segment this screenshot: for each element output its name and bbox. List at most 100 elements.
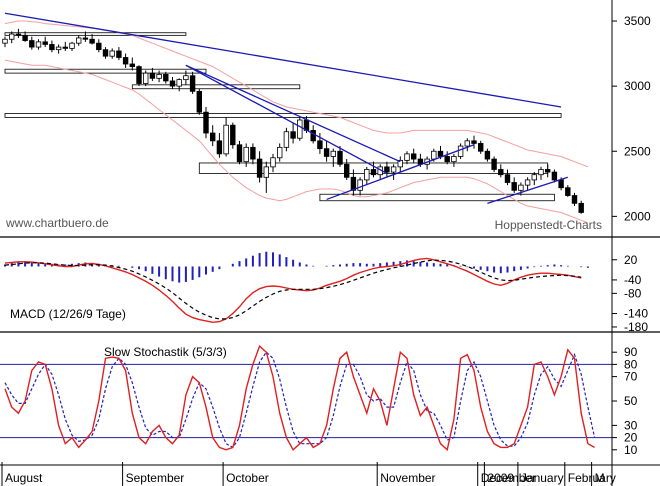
stochastic-axis-tick-label: 70 (624, 370, 638, 384)
source-watermark: www.chartbuero.de (5, 216, 109, 230)
candle-body (350, 176, 357, 191)
month-label: 2009 (487, 471, 514, 485)
price-panel: www.chartbuero.de Hoppenstedt-Charts (2, 12, 602, 232)
month-label: October (226, 471, 269, 485)
trend-line-3 (326, 144, 475, 201)
candle-body (89, 38, 95, 44)
support-zone-5 (319, 193, 555, 202)
candle-body (116, 50, 122, 58)
candle-body (29, 40, 35, 48)
candle-body (136, 66, 142, 84)
candle-body (256, 158, 263, 178)
candle-body (183, 75, 189, 81)
macd-panel: MACD (12/26/9 Tage) (4, 251, 589, 324)
candle-body (49, 44, 55, 51)
candle-body (390, 166, 397, 173)
candle-body (2, 38, 8, 44)
candle-body (437, 150, 444, 157)
candle-body (8, 33, 15, 40)
support-zone-0 (4, 32, 187, 36)
candle-body (323, 148, 330, 157)
macd-axis-tick-label: -40 (624, 273, 642, 287)
candle-body (578, 202, 584, 213)
month-label: September (126, 471, 185, 485)
candle-body (236, 144, 243, 163)
candle-body (464, 140, 470, 147)
trend-line-1 (185, 64, 388, 174)
support-zone-1 (4, 68, 207, 74)
macd-axis-tick-label: -140 (624, 307, 648, 321)
candle-body (484, 150, 491, 160)
candle-body (69, 42, 75, 49)
candle-body (250, 146, 256, 160)
month-label: December (481, 471, 536, 485)
candle-body (76, 37, 82, 44)
candle-body (511, 182, 517, 191)
stochastic-axis-tick-label: 90 (624, 345, 638, 359)
month-label: August (5, 471, 43, 485)
candle-body (498, 169, 504, 176)
candle-body (243, 146, 249, 163)
candle-body (504, 174, 511, 183)
stochastic-title: Slow Stochastik (5/3/3) (104, 345, 227, 359)
stochastic-panel: Slow Stochastik (5/3/3) (0, 344, 612, 452)
candle-body (404, 153, 410, 161)
support-zone-2 (131, 84, 301, 90)
candle-body (283, 131, 290, 148)
candle-body (451, 156, 457, 163)
stochastic-axis-tick-label: 30 (624, 418, 638, 432)
candle-body (223, 124, 229, 155)
trend-line-2 (185, 64, 401, 163)
stochastic-axis-tick-label: 50 (624, 394, 638, 408)
time-axis: August September October November December20… (1, 462, 616, 486)
price-axis-tick-label: 2000 (624, 209, 651, 223)
candle-body (263, 166, 269, 178)
candle-body (109, 50, 115, 57)
candle-body (35, 41, 42, 48)
candle-body (209, 132, 216, 142)
candle-body (62, 46, 68, 49)
candle-body (524, 179, 531, 186)
candle-body (176, 79, 182, 87)
macd-axis-tick-label: -80 (624, 286, 642, 300)
month-label: M (595, 471, 605, 485)
candle-body (156, 74, 162, 79)
price-axis-tick-label: 3500 (624, 14, 651, 28)
candle-body (431, 150, 437, 160)
candle-body (169, 80, 176, 87)
provider-watermark: Hoppenstedt-Charts (495, 218, 602, 232)
candle-body (230, 124, 236, 146)
trend-line-0 (4, 12, 562, 108)
candle-body (343, 163, 350, 178)
candle-body (290, 131, 296, 139)
candle-body (558, 179, 564, 189)
candle-body (491, 158, 497, 170)
candle-body (297, 119, 303, 139)
candle-body (149, 72, 156, 79)
price-axis-tick-label: 2500 (624, 144, 651, 158)
candle-body (384, 166, 390, 173)
month-label: January (521, 471, 564, 485)
candle-body (410, 153, 417, 160)
bollinger-lower-line (4, 59, 589, 224)
candle-body (337, 150, 343, 165)
candle-body (216, 140, 223, 155)
candle-body (122, 57, 129, 65)
macd-axis-tick-label: -180 (624, 320, 648, 334)
price-axis-tick-label: 3000 (624, 79, 651, 93)
candle-body (55, 46, 62, 51)
candle-body (538, 169, 544, 176)
candle-body (477, 143, 484, 152)
candle-body (457, 145, 464, 157)
candle-body (317, 140, 323, 150)
candle-body (357, 179, 363, 191)
candle-body (518, 184, 524, 191)
candle-body (189, 75, 196, 92)
candle-body (270, 157, 276, 168)
month-label: November (380, 471, 435, 485)
stochastic-axis-tick-label: 20 (624, 431, 638, 445)
candle-body (545, 169, 551, 173)
candle-body (142, 72, 149, 84)
candle-body (471, 140, 477, 144)
